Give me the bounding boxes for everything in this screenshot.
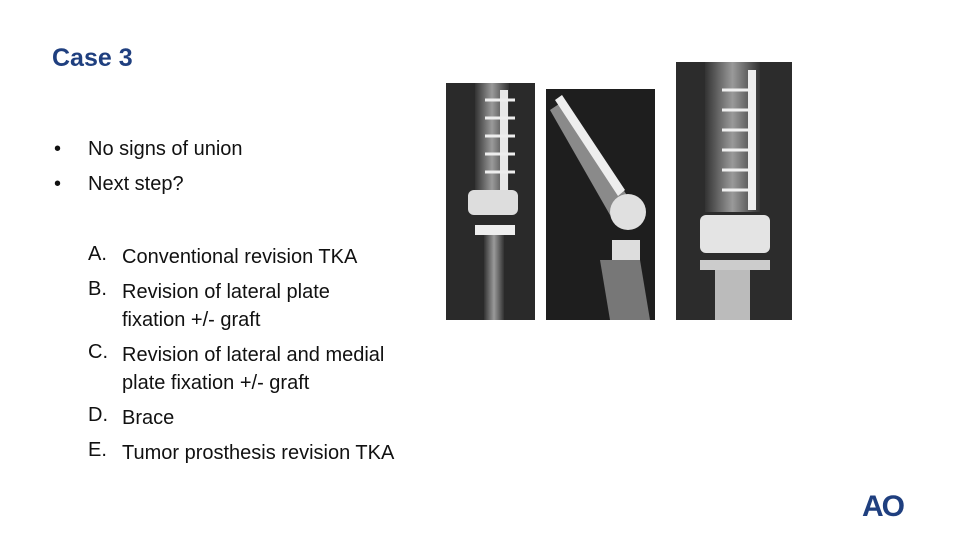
option-text: Revision of lateral plate [122, 281, 330, 303]
xray-2 [546, 89, 655, 320]
option-item: C. Revision of lateral and medial plate fi… [88, 341, 394, 397]
option-letter: B. [88, 278, 107, 300]
option-item: B. Revision of lateral plate fixation +/- … [88, 278, 394, 334]
option-item: D. Brace [88, 404, 394, 432]
xray-1 [446, 83, 535, 320]
option-letter: E. [88, 439, 107, 461]
bullet-text: Next step? [88, 173, 184, 195]
option-text: Conventional revision TKA [122, 246, 358, 268]
option-letter: C. [88, 341, 108, 363]
option-text: Revision of lateral and medial [122, 344, 385, 366]
logo: AO [862, 490, 905, 523]
option-text: Brace [122, 407, 175, 429]
option-text: Tumor prosthesis revision TKA [122, 442, 395, 464]
option-text: plate fixation +/- graft [122, 372, 310, 394]
option-list: A. Conventional revision TKA B. Revision of… [88, 243, 394, 474]
option-letter: A. [88, 243, 107, 265]
bullet-text: No signs of union [88, 138, 243, 160]
bullet-marker: • [54, 173, 62, 195]
option-letter: D. [88, 404, 108, 426]
bullet-marker: • [54, 138, 62, 160]
option-text: fixation +/- graft [122, 309, 261, 331]
option-item: E. Tumor prosthesis revision TKA [88, 439, 394, 467]
xray-3 [676, 62, 792, 320]
slide-title: Case 3 [52, 44, 133, 72]
option-item: A. Conventional revision TKA [88, 243, 394, 271]
